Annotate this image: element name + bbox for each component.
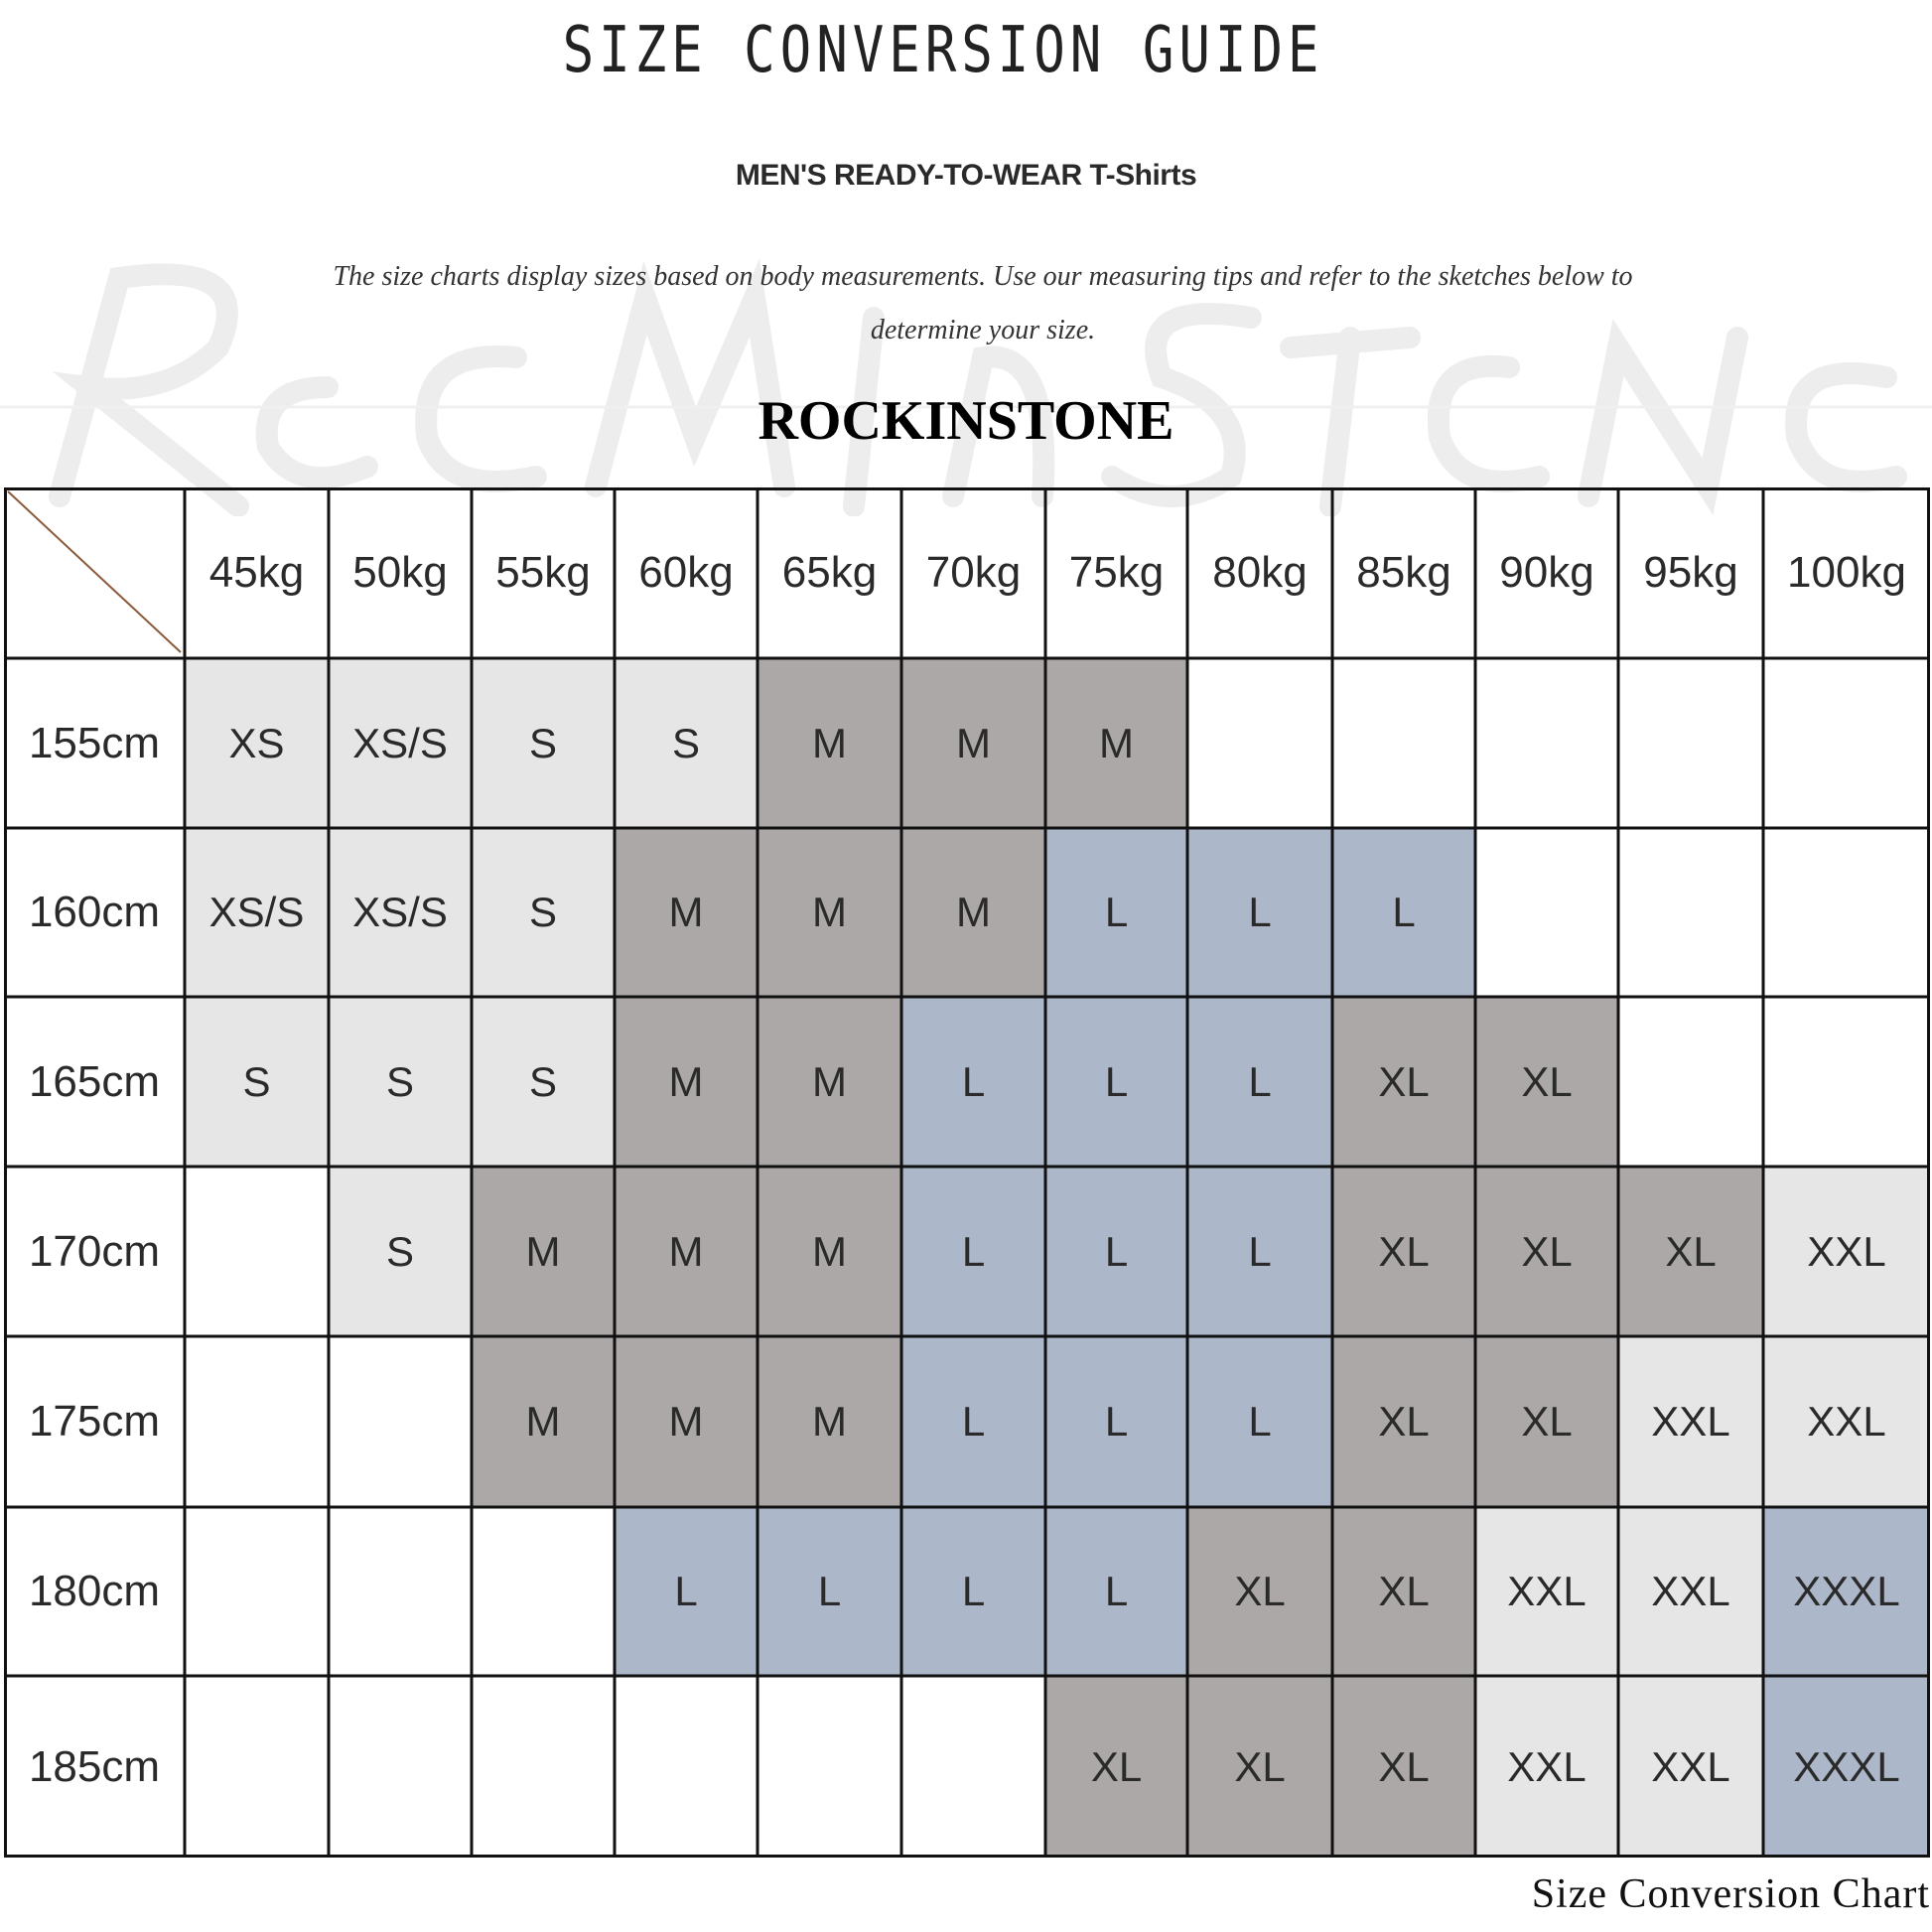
- size-cell: S: [329, 1167, 472, 1336]
- size-cell: XXL: [1763, 1167, 1930, 1336]
- size-cell: M: [615, 1336, 758, 1507]
- size-cell: S: [185, 997, 329, 1167]
- size-cell: S: [472, 997, 615, 1167]
- weight-header: 75kg: [1068, 548, 1165, 597]
- size-cell: M: [472, 1167, 615, 1336]
- height-header: 170cm: [28, 1226, 161, 1276]
- size-cell: XL: [1475, 1167, 1618, 1336]
- size-cell: M: [901, 828, 1045, 997]
- brand-name: ROCKINSTONE: [758, 390, 1174, 452]
- size-cell: XL: [1618, 1167, 1763, 1336]
- size-cell: XS/S: [185, 828, 329, 997]
- size-cell: XXL: [1763, 1336, 1930, 1507]
- size-cell: XL: [1187, 1507, 1332, 1676]
- size-cell: L: [1045, 997, 1187, 1167]
- size-cell: XS/S: [329, 828, 472, 997]
- size-cell: L: [1045, 1167, 1187, 1336]
- weight-header: 70kg: [925, 548, 1022, 597]
- size-cell: L: [758, 1507, 901, 1676]
- footer-caption: Size Conversion Chart: [1531, 1871, 1930, 1917]
- size-cell: S: [615, 658, 758, 828]
- size-cell: M: [1045, 658, 1187, 828]
- watermark-logo: [0, 258, 1932, 516]
- size-cell: M: [758, 1336, 901, 1507]
- size-cell: M: [758, 658, 901, 828]
- description: The size charts display sizes based on b…: [333, 261, 1633, 345]
- weight-header: 60kg: [638, 548, 734, 597]
- size-cell: XS: [185, 658, 329, 828]
- height-header: 175cm: [28, 1397, 161, 1446]
- weight-header: 80kg: [1212, 548, 1308, 597]
- size-cell: XL: [1475, 1336, 1618, 1507]
- size-cell: L: [1187, 1167, 1332, 1336]
- size-cell: L: [901, 1336, 1045, 1507]
- size-cell: XL: [1332, 997, 1475, 1167]
- size-cell: L: [901, 997, 1045, 1167]
- size-cell: XXL: [1475, 1507, 1618, 1676]
- height-header: 160cm: [28, 888, 161, 936]
- size-cell: XL: [1332, 1507, 1475, 1676]
- size-cell: M: [615, 828, 758, 997]
- size-cell: L: [615, 1507, 758, 1676]
- size-cell: XXXL: [1763, 1676, 1930, 1858]
- size-cell: L: [1332, 828, 1475, 997]
- size-cell: XXXL: [1763, 1507, 1930, 1676]
- height-header: 185cm: [28, 1741, 161, 1791]
- size-cell: S: [329, 997, 472, 1167]
- size-cell: L: [1045, 828, 1187, 997]
- size-cell: XXL: [1475, 1676, 1618, 1858]
- size-cell: M: [758, 1167, 901, 1336]
- subtitle: MEN'S READY-TO-WEAR T-Shirts: [735, 159, 1197, 192]
- height-header: 165cm: [28, 1056, 161, 1106]
- weight-header: 65kg: [781, 548, 878, 597]
- size-cell: S: [472, 828, 615, 997]
- size-cell: M: [472, 1336, 615, 1507]
- size-cell: M: [615, 1167, 758, 1336]
- corner-diagonal: [7, 490, 182, 653]
- height-header: 155cm: [28, 718, 161, 767]
- size-cell: XL: [1332, 1167, 1475, 1336]
- size-cell: XL: [1332, 1676, 1475, 1858]
- page-title: SIZE CONVERSION GUIDE: [562, 14, 1324, 87]
- size-cell: L: [1187, 828, 1332, 997]
- size-cell: M: [758, 828, 901, 997]
- weight-header: 45kg: [208, 548, 305, 597]
- height-header: 180cm: [28, 1567, 161, 1615]
- weight-header: 55kg: [495, 548, 591, 597]
- size-cell: L: [901, 1507, 1045, 1676]
- weight-header: 95kg: [1643, 548, 1738, 597]
- size-cell: XXL: [1618, 1336, 1763, 1507]
- size-cell: L: [1187, 1336, 1332, 1507]
- size-cell: XL: [1187, 1676, 1332, 1858]
- size-cell: L: [1045, 1336, 1187, 1507]
- size-cell: XL: [1475, 997, 1618, 1167]
- size-cell: S: [472, 658, 615, 828]
- size-cell: L: [1045, 1507, 1187, 1676]
- size-cell: M: [758, 997, 901, 1167]
- size-cell: XS/S: [329, 658, 472, 828]
- size-cell: XXL: [1618, 1676, 1763, 1858]
- weight-header: 100kg: [1787, 548, 1906, 597]
- size-cell: M: [615, 997, 758, 1167]
- weight-header: 50kg: [352, 548, 448, 597]
- table-grid-lines: [4, 487, 1930, 1858]
- size-cell: XL: [1045, 1676, 1187, 1858]
- weight-header: 90kg: [1499, 548, 1594, 597]
- size-cell: XL: [1332, 1336, 1475, 1507]
- size-cell: L: [1187, 997, 1332, 1167]
- size-table: 45kg 50kg 55kg 60kg 65kg 70kg 75kg 80kg 85kg 90kg…: [4, 487, 1930, 1858]
- size-cell: M: [901, 658, 1045, 828]
- size-cell: L: [901, 1167, 1045, 1336]
- weight-header: 85kg: [1356, 548, 1451, 597]
- size-cell: XXL: [1618, 1507, 1763, 1676]
